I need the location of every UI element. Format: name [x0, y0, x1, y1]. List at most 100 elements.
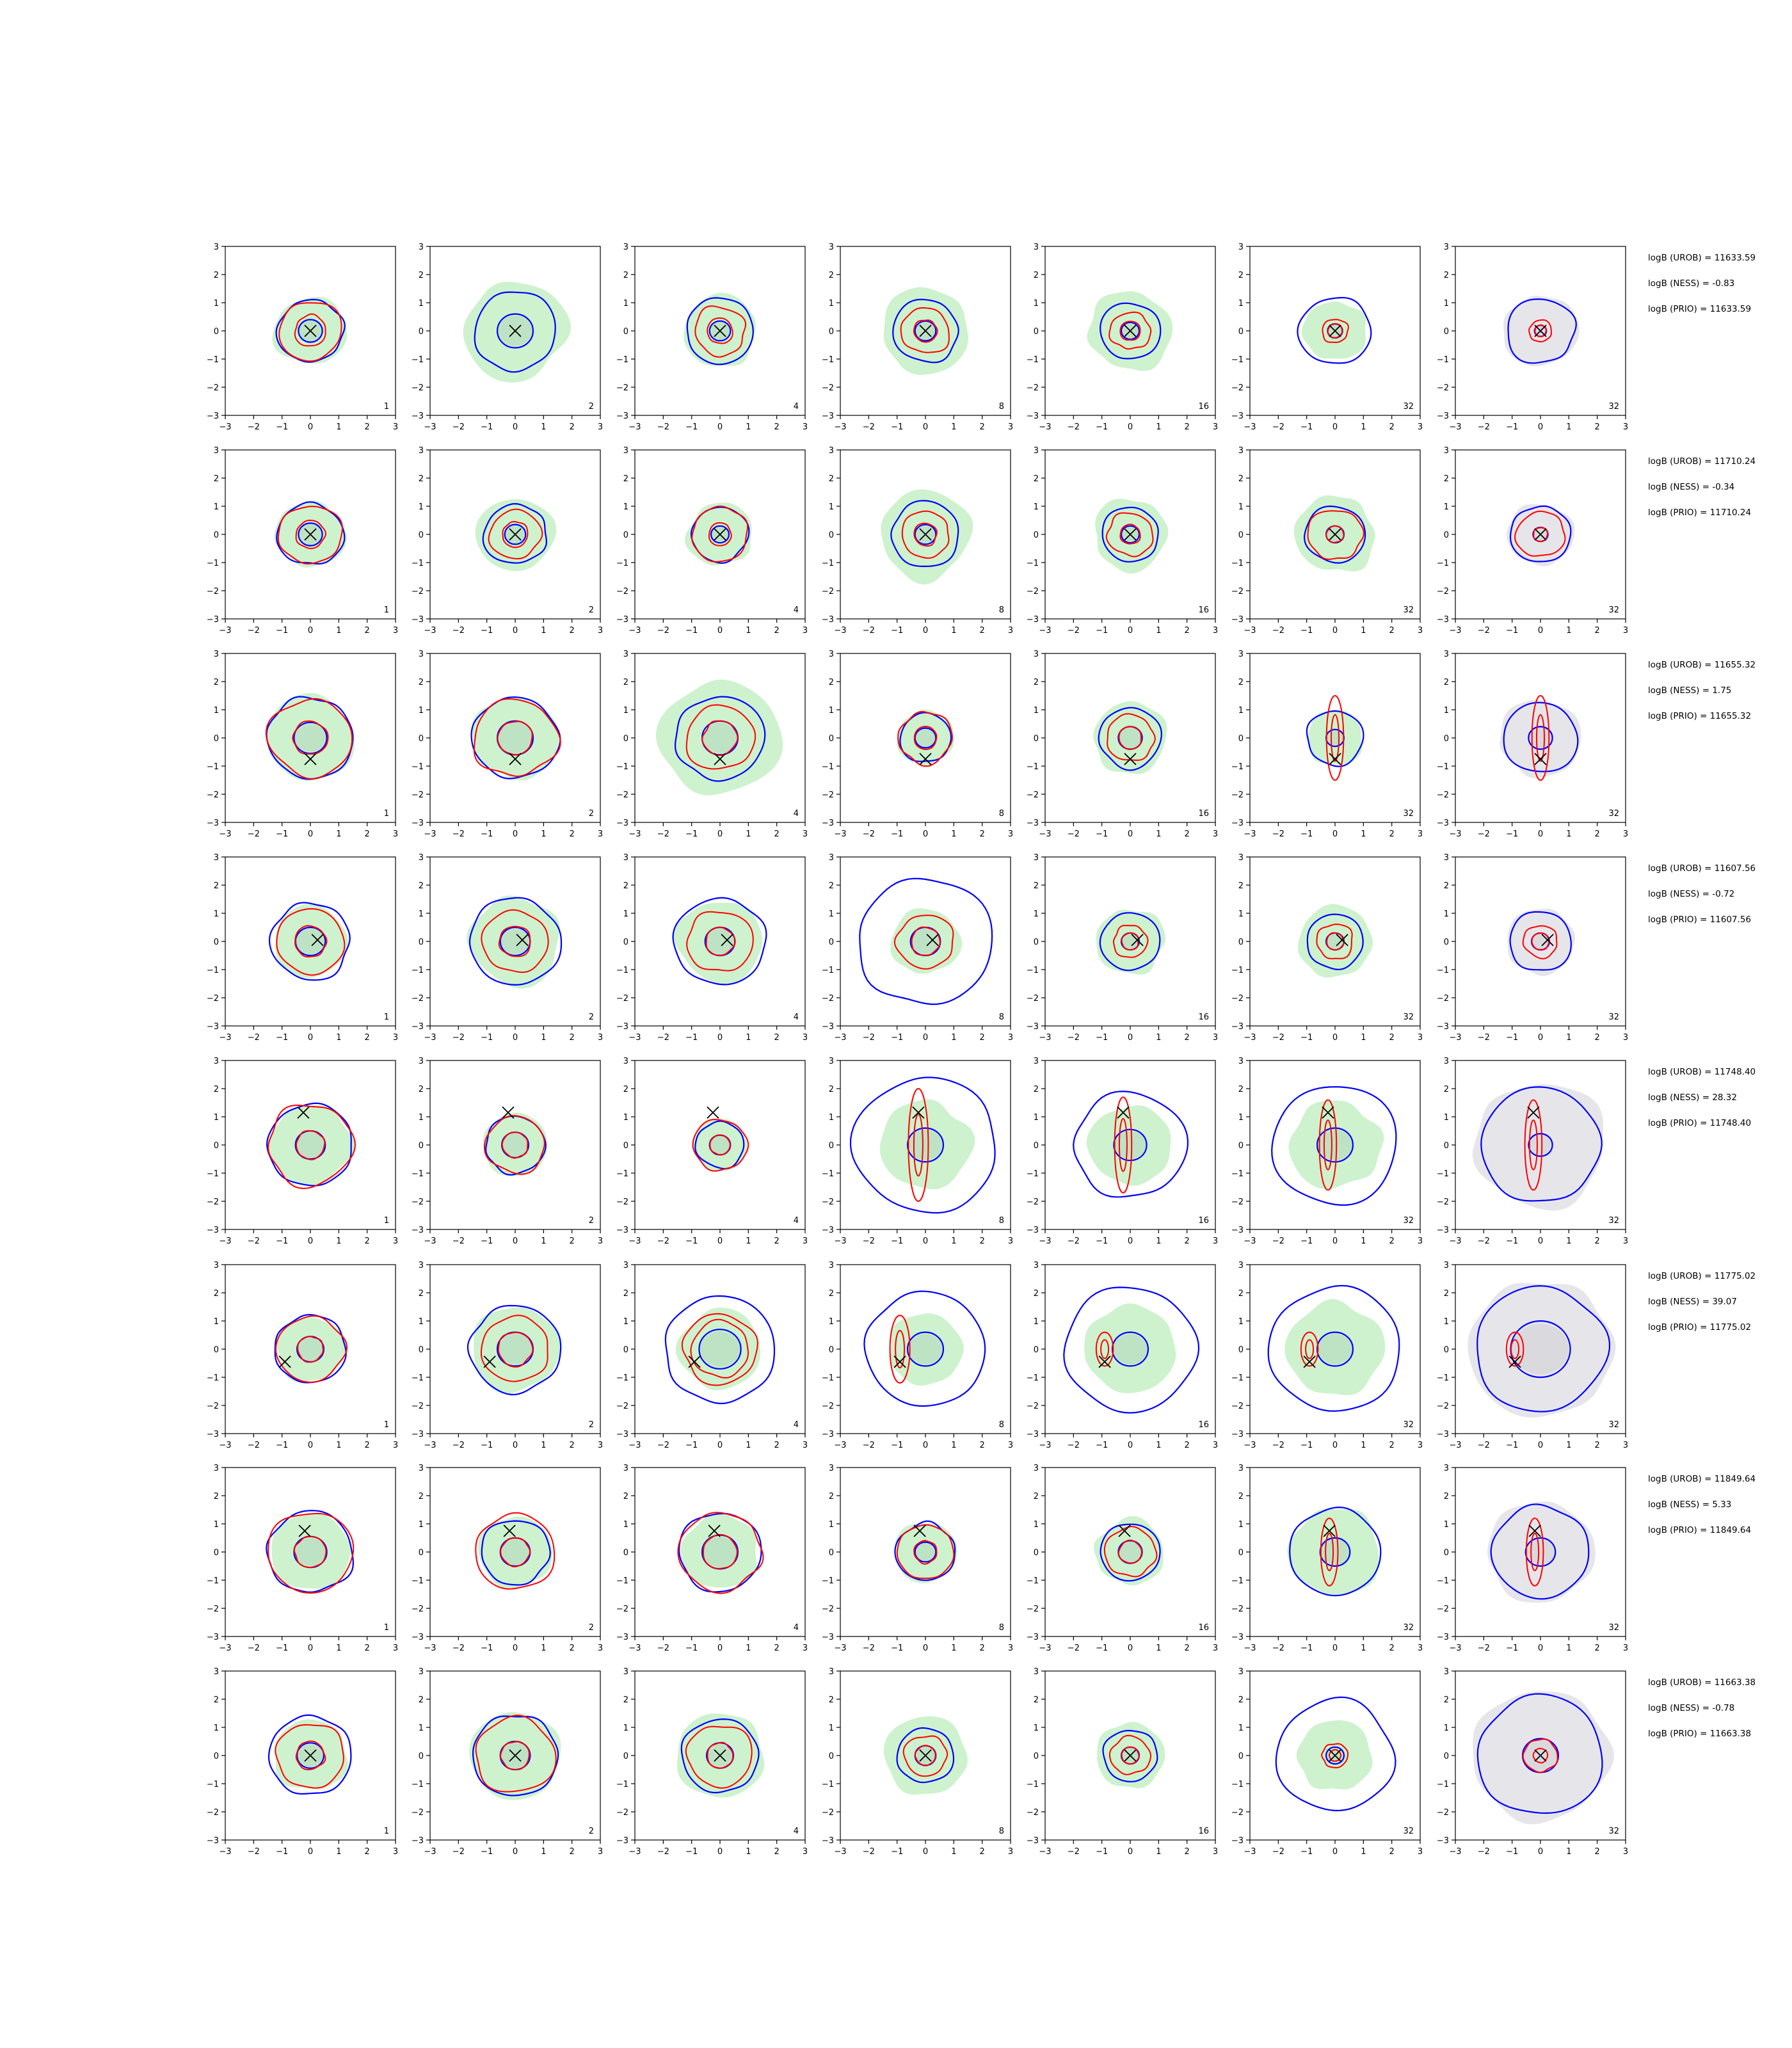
- true-value-marker: [926, 934, 939, 947]
- red-contour-inner: [1510, 1339, 1520, 1359]
- y-tick-label: 0: [1444, 327, 1449, 337]
- x-tick-label: 0: [513, 1441, 518, 1450]
- y-tick-label: 3: [1034, 1667, 1039, 1677]
- panel-label: 32: [1608, 1216, 1619, 1226]
- subplot-r8-c5: −3−3 −2 −2 −1 −1 0 0 1 1 2 2 3 3 16: [1027, 1667, 1218, 1857]
- red-contour-inner: [293, 1535, 327, 1568]
- y-tick-label: 1: [623, 502, 628, 512]
- y-tick-label: 3: [1034, 1464, 1039, 1473]
- panel-label: 1: [384, 1216, 389, 1226]
- x-tick-label: −1: [891, 1236, 903, 1246]
- y-tick-label: 0: [419, 1548, 424, 1558]
- x-tick-label: −2: [657, 1033, 669, 1043]
- y-tick-label: 3: [1238, 1667, 1244, 1677]
- y-tick-label: 2: [419, 1085, 424, 1094]
- red-contour-outer: [277, 506, 343, 565]
- x-tick-label: 2: [365, 422, 370, 432]
- panel-label: 32: [1403, 605, 1414, 615]
- y-tick-label: 2: [1444, 1289, 1449, 1299]
- x-tick-label: 0: [513, 1644, 518, 1653]
- true-value-marker: [1336, 934, 1348, 947]
- y-tick-label: −1: [1231, 762, 1244, 772]
- x-tick-label: 3: [1008, 829, 1013, 839]
- x-tick-label: 2: [570, 1033, 575, 1043]
- panel-label: 32: [1608, 1827, 1619, 1836]
- red-contour-inner: [1530, 1532, 1540, 1572]
- panel-label: 32: [1403, 1012, 1414, 1022]
- subplot-r4-c2: −3−3 −2 −2 −1 −1 0 0 1 1 2 2 3 3 2: [412, 853, 603, 1043]
- y-tick-label: 2: [1238, 474, 1244, 484]
- red-contour-inner: [1536, 714, 1545, 762]
- y-tick-label: 2: [419, 678, 424, 687]
- y-tick-label: −2: [1437, 994, 1449, 1004]
- y-tick-label: −1: [412, 762, 424, 772]
- red-contour-inner: [1305, 1339, 1315, 1359]
- y-tick-label: 0: [1444, 1548, 1449, 1558]
- x-tick-label: −2: [1272, 1847, 1284, 1857]
- x-tick-label: 0: [1538, 1847, 1543, 1857]
- x-tick-label: 0: [1538, 829, 1543, 839]
- y-tick-label: 0: [829, 938, 834, 947]
- blue-contour-outer: [1289, 1506, 1382, 1597]
- x-tick-label: −2: [1068, 1644, 1080, 1653]
- x-tick-label: 1: [746, 1033, 751, 1043]
- y-tick-label: −1: [822, 355, 834, 365]
- x-tick-label: −3: [834, 1441, 846, 1450]
- y-tick-label: −2: [1231, 383, 1244, 393]
- row-stat-3: logB (PRIO) = 11607.56: [1648, 915, 1751, 925]
- red-contour-outer: [685, 1725, 753, 1789]
- density-core: [500, 1539, 530, 1565]
- true-value-marker: [919, 528, 932, 541]
- panel-label: 2: [589, 1623, 594, 1633]
- panel-label: 32: [1403, 809, 1414, 819]
- y-tick-label: 1: [623, 1113, 628, 1123]
- y-tick-label: 1: [1444, 502, 1449, 512]
- red-contour-outer: [900, 307, 950, 353]
- y-tick-label: 2: [1444, 474, 1449, 484]
- x-tick-label: −1: [1096, 626, 1108, 636]
- blue-contour-inner: [296, 1742, 325, 1769]
- x-tick-label: −1: [276, 1847, 288, 1857]
- y-tick-label: −2: [207, 790, 219, 800]
- y-tick-label: −1: [1231, 966, 1244, 975]
- row-stat-2: logB (NESS) = -0.34: [1648, 482, 1734, 492]
- blue-contour-outer: [1098, 707, 1162, 771]
- blue-contour-outer: [1267, 1284, 1400, 1412]
- y-tick-label: −3: [616, 1430, 628, 1439]
- x-tick-label: 0: [1332, 1847, 1338, 1857]
- y-tick-label: −3: [412, 412, 424, 421]
- y-tick-label: −1: [1437, 1576, 1449, 1586]
- y-tick-label: 0: [829, 1548, 834, 1558]
- density-core: [705, 929, 735, 954]
- row-stat-1: logB (UROB) = 11655.32: [1648, 660, 1756, 670]
- y-tick-label: −3: [822, 1633, 834, 1642]
- x-tick-label: 1: [541, 1847, 546, 1857]
- red-contour-inner: [1532, 1747, 1549, 1764]
- subplot-r8-c1: −3−3 −2 −2 −1 −1 0 0 1 1 2 2 3 3 1: [207, 1667, 398, 1857]
- x-tick-label: 1: [1156, 1033, 1161, 1043]
- y-tick-label: −2: [822, 1604, 834, 1614]
- x-tick-label: 1: [336, 1441, 341, 1450]
- red-contour-inner: [292, 720, 329, 755]
- y-tick-label: −2: [412, 383, 424, 393]
- red-contour-outer: [1524, 1099, 1543, 1191]
- y-tick-label: 2: [419, 1695, 424, 1705]
- y-tick-label: 0: [623, 1548, 628, 1558]
- y-tick-label: −3: [412, 1633, 424, 1642]
- true-value-marker: [1329, 753, 1341, 765]
- red-contour-outer: [1107, 713, 1156, 761]
- y-tick-label: 2: [1444, 271, 1449, 280]
- blue-contour-outer: [686, 297, 754, 365]
- x-tick-label: 3: [803, 626, 808, 636]
- x-tick-label: −1: [276, 626, 288, 636]
- subplot-r5-c6: −3−3 −2 −2 −1 −1 0 0 1 1 2 2 3 3 32: [1231, 1057, 1423, 1246]
- y-tick-label: 2: [829, 1085, 834, 1094]
- subplot-r8-c2: −3−3 −2 −2 −1 −1 0 0 1 1 2 2 3 3 2: [412, 1667, 603, 1857]
- y-tick-label: 2: [1238, 1695, 1244, 1705]
- x-tick-label: −3: [219, 1236, 231, 1246]
- red-contour-outer: [1522, 925, 1558, 959]
- y-tick-label: 3: [1034, 243, 1039, 252]
- y-tick-label: 3: [1238, 853, 1244, 863]
- density-core: [911, 929, 940, 954]
